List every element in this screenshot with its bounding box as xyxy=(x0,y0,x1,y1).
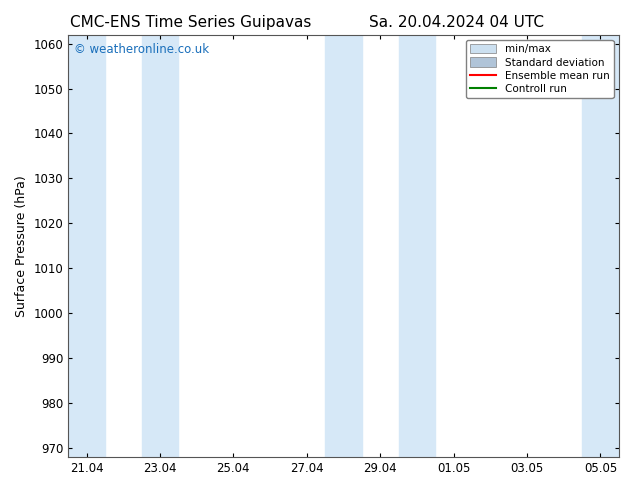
Bar xyxy=(399,35,435,457)
Y-axis label: Surface Pressure (hPa): Surface Pressure (hPa) xyxy=(15,175,28,317)
Bar xyxy=(325,35,362,457)
Bar xyxy=(582,35,619,457)
Bar xyxy=(619,35,634,457)
Bar xyxy=(68,35,105,457)
Text: © weatheronline.co.uk: © weatheronline.co.uk xyxy=(74,43,209,56)
Text: CMC-ENS Time Series Guipavas: CMC-ENS Time Series Guipavas xyxy=(70,15,311,30)
Bar xyxy=(141,35,178,457)
Text: Sa. 20.04.2024 04 UTC: Sa. 20.04.2024 04 UTC xyxy=(369,15,544,30)
Legend: min/max, Standard deviation, Ensemble mean run, Controll run: min/max, Standard deviation, Ensemble me… xyxy=(466,40,614,98)
